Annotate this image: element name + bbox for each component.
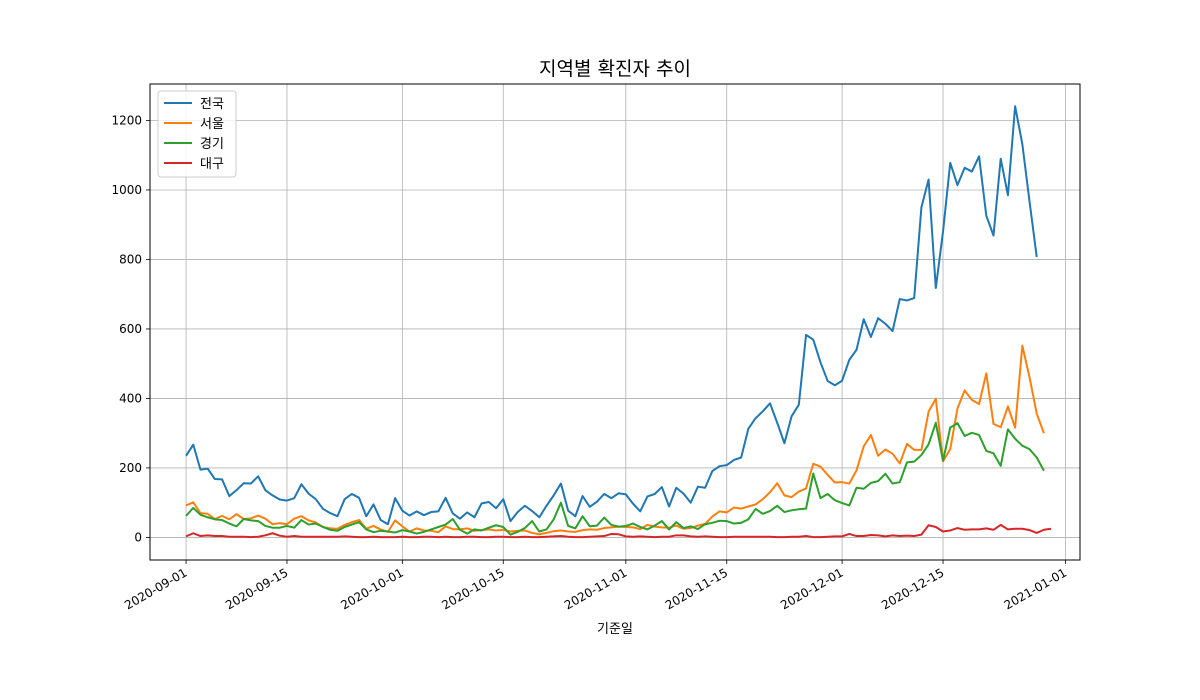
y-axis: 0 200 400 600 800 1000 1200: [111, 113, 150, 544]
legend-label: 대구: [200, 157, 224, 172]
series-line-경기: [185, 421, 1045, 536]
series-line-전국: [185, 105, 1038, 526]
y-tick-label: 1200: [111, 113, 142, 127]
y-tick-label: 400: [119, 391, 142, 405]
y-tick-label: 0: [134, 530, 142, 544]
chart-title: 지역별 확진자 추이: [539, 58, 691, 80]
grid: [150, 84, 1080, 560]
y-tick-label: 200: [119, 461, 142, 475]
y-tick-label: 1000: [111, 183, 142, 197]
y-tick-label: 600: [119, 322, 142, 336]
series-line-서울: [185, 344, 1045, 536]
series-lines: [185, 105, 1052, 539]
x-axis-label: 기준일: [597, 622, 633, 637]
legend-label: 서울: [200, 117, 224, 132]
y-tick-label: 800: [119, 252, 142, 266]
series-line-대구: [185, 523, 1052, 539]
legend-label: 전국: [200, 97, 224, 112]
legend-label: 경기: [200, 137, 224, 152]
legend-box: [157, 90, 237, 178]
plot-frame: [149, 83, 1081, 561]
